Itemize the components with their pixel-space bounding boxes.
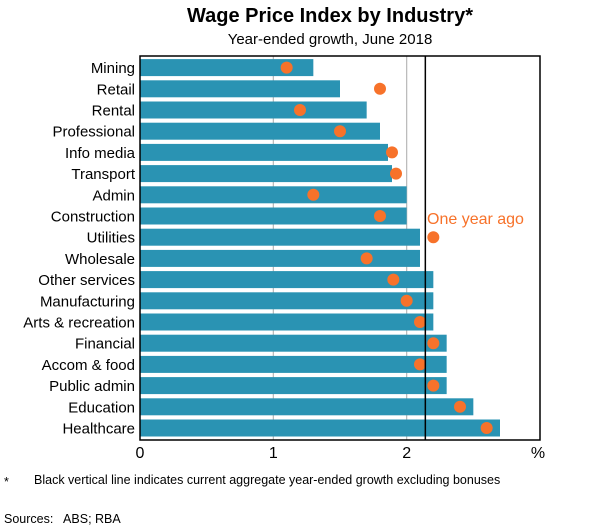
- category-label: Transport: [71, 166, 135, 183]
- dot-one-year-ago: [374, 210, 386, 222]
- plot-frame: [139, 55, 541, 441]
- dot-one-year-ago: [390, 167, 402, 180]
- dot-one-year-ago: [307, 188, 320, 201]
- chart-title: Wage Price Index by Industry*: [187, 5, 473, 27]
- x-tick-label: 1: [269, 445, 278, 462]
- bar-financial: [140, 334, 447, 352]
- x-tick-label: 0: [136, 445, 145, 462]
- dot-one-year-ago: [414, 316, 426, 328]
- category-label: Rental: [92, 103, 135, 120]
- dot-one-year-ago: [386, 146, 398, 159]
- dot-one-year-ago: [480, 422, 493, 434]
- category-label: Accom & food: [42, 357, 135, 374]
- bar-admin: [140, 186, 407, 204]
- category-label: Public admin: [49, 378, 135, 395]
- category-label: Construction: [51, 209, 135, 226]
- bar-mining: [140, 59, 314, 77]
- dot-one-year-ago: [454, 400, 466, 413]
- bar-retail: [140, 80, 340, 98]
- sources: Sources: ABS; RBA: [4, 512, 121, 526]
- dot-one-year-ago: [374, 82, 386, 95]
- dot-one-year-ago: [387, 273, 400, 286]
- category-label: Education: [68, 399, 135, 416]
- category-label: Financial: [75, 336, 135, 353]
- footnote-marker: *: [4, 475, 9, 489]
- x-tick-label: 2: [402, 445, 411, 462]
- category-label: Info media: [65, 145, 136, 162]
- category-label: Arts & recreation: [23, 315, 135, 332]
- dot-one-year-ago: [427, 379, 440, 392]
- unit-label: %: [531, 445, 545, 462]
- bar-healthcare: [140, 419, 500, 437]
- category-label: Admin: [92, 187, 135, 204]
- bar-education: [140, 398, 474, 416]
- bar-info-media: [140, 143, 388, 161]
- footnote: Black vertical line indicates current ag…: [34, 473, 501, 487]
- bar-public-admin: [140, 377, 447, 395]
- category-label: Professional: [52, 124, 135, 141]
- bar-arts-recreation: [140, 313, 434, 331]
- chart-subtitle: Year-ended growth, June 2018: [228, 31, 433, 48]
- category-label: Mining: [91, 60, 135, 77]
- dot-one-year-ago: [414, 358, 426, 371]
- bar-accom-food: [140, 355, 447, 373]
- dot-one-year-ago: [427, 231, 440, 244]
- annotation-one-year-ago: One year ago: [427, 211, 524, 228]
- dot-one-year-ago: [334, 125, 346, 138]
- category-label: Utilities: [87, 230, 135, 247]
- bar-manufacturing: [140, 292, 434, 310]
- bar-construction: [140, 207, 407, 225]
- bar-transport: [140, 165, 392, 183]
- category-label: Wholesale: [65, 251, 135, 268]
- dot-one-year-ago: [360, 252, 373, 265]
- bar-utilities: [140, 228, 420, 246]
- category-label: Other services: [38, 272, 135, 289]
- bar-other-services: [140, 271, 434, 289]
- bar-professional: [140, 122, 380, 140]
- bar-wholesale: [140, 249, 420, 267]
- dot-one-year-ago: [400, 294, 413, 307]
- category-label: Manufacturing: [40, 293, 135, 310]
- dot-one-year-ago: [294, 104, 306, 116]
- dot-one-year-ago: [427, 337, 440, 350]
- dot-one-year-ago: [280, 61, 293, 74]
- category-label: Retail: [97, 81, 135, 98]
- bar-rental: [140, 101, 367, 119]
- category-label: Healthcare: [62, 421, 135, 438]
